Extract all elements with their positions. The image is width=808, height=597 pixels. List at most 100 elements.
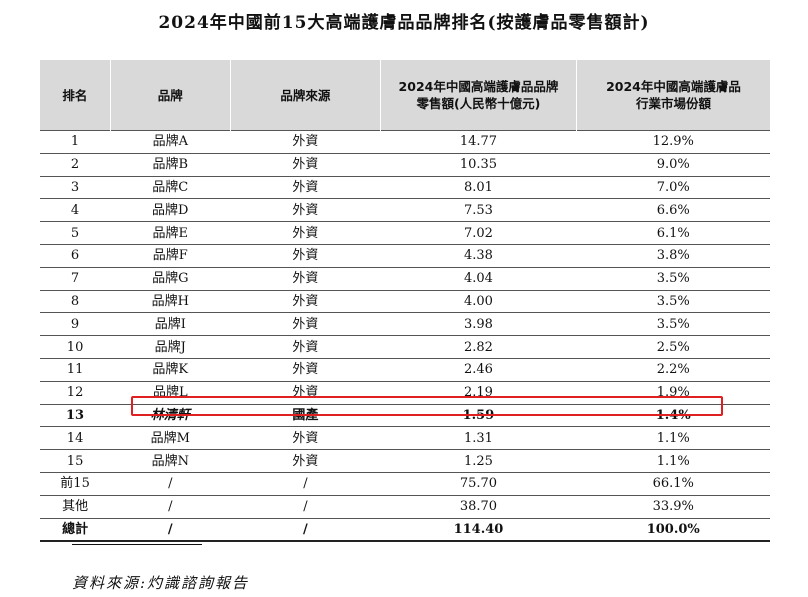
cell-brand: 品牌K bbox=[110, 358, 230, 381]
cell-brand: 品牌H bbox=[110, 290, 230, 313]
cell-sales: 114.40 bbox=[380, 518, 576, 541]
table-row: 1 品牌A 外資 14.77 12.9% bbox=[40, 131, 770, 154]
cell-sales: 7.53 bbox=[380, 199, 576, 222]
cell-sales: 38.70 bbox=[380, 495, 576, 518]
cell-rank: 總計 bbox=[40, 518, 110, 541]
table-row: 11 品牌K 外資 2.46 2.2% bbox=[40, 358, 770, 381]
cell-sales: 1.31 bbox=[380, 427, 576, 450]
cell-sales: 4.04 bbox=[380, 267, 576, 290]
header-share-line1: 2024年中國高端護膚品 bbox=[577, 78, 770, 95]
cell-sales: 3.98 bbox=[380, 313, 576, 336]
cell-brand: 品牌A bbox=[110, 131, 230, 154]
table-row: 10 品牌J 外資 2.82 2.5% bbox=[40, 336, 770, 359]
cell-rank: 9 bbox=[40, 313, 110, 336]
cell-origin: 外資 bbox=[230, 176, 380, 199]
cell-brand: 品牌I bbox=[110, 313, 230, 336]
cell-rank: 6 bbox=[40, 244, 110, 267]
table-row: 7 品牌G 外資 4.04 3.5% bbox=[40, 267, 770, 290]
cell-brand: 品牌B bbox=[110, 153, 230, 176]
cell-origin: 外資 bbox=[230, 358, 380, 381]
cell-share: 6.1% bbox=[576, 222, 770, 245]
cell-brand: 品牌M bbox=[110, 427, 230, 450]
table-row: 3 品牌C 外資 8.01 7.0% bbox=[40, 176, 770, 199]
summary-row: 前15//75.70 66.1% bbox=[40, 472, 770, 495]
header-share: 2024年中國高端護膚品 行業市場份額 bbox=[576, 60, 770, 131]
cell-origin: / bbox=[230, 495, 380, 518]
summary-row: 其他 //38.70 33.9% bbox=[40, 495, 770, 518]
cell-rank: 3 bbox=[40, 176, 110, 199]
header-origin: 品牌來源 bbox=[230, 60, 380, 131]
header-share-line2: 行業市場份額 bbox=[577, 95, 770, 112]
cell-rank: 1 bbox=[40, 131, 110, 154]
footnote-rule bbox=[72, 544, 202, 545]
cell-origin: 外資 bbox=[230, 427, 380, 450]
cell-share: 33.9% bbox=[576, 495, 770, 518]
cell-share: 1.1% bbox=[576, 450, 770, 473]
cell-origin: 外資 bbox=[230, 450, 380, 473]
table-row: 9 品牌I 外資 3.98 3.5% bbox=[40, 313, 770, 336]
cell-sales: 4.00 bbox=[380, 290, 576, 313]
cell-origin: 外資 bbox=[230, 131, 380, 154]
header-sales-line1: 2024年中國高端護膚品品牌 bbox=[381, 78, 576, 95]
cell-brand: 品牌J bbox=[110, 336, 230, 359]
cell-brand: / bbox=[110, 518, 230, 541]
cell-origin: 外資 bbox=[230, 153, 380, 176]
cell-share: 3.5% bbox=[576, 313, 770, 336]
cell-rank: 8 bbox=[40, 290, 110, 313]
cell-share: 100.0% bbox=[576, 518, 770, 541]
table-row: 5 品牌E 外資 7.02 6.1% bbox=[40, 222, 770, 245]
cell-share: 2.5% bbox=[576, 336, 770, 359]
highlight-box bbox=[131, 396, 723, 416]
cell-rank: 10 bbox=[40, 336, 110, 359]
cell-origin: 外資 bbox=[230, 290, 380, 313]
cell-origin: 外資 bbox=[230, 313, 380, 336]
cell-share: 7.0% bbox=[576, 176, 770, 199]
cell-share: 3.5% bbox=[576, 290, 770, 313]
header-sales: 2024年中國高端護膚品品牌 零售額(人民幣十億元) bbox=[380, 60, 576, 131]
cell-brand: 品牌E bbox=[110, 222, 230, 245]
cell-share: 3.5% bbox=[576, 267, 770, 290]
cell-rank: 14 bbox=[40, 427, 110, 450]
cell-rank: 11 bbox=[40, 358, 110, 381]
cell-share: 9.0% bbox=[576, 153, 770, 176]
cell-share: 1.1% bbox=[576, 427, 770, 450]
cell-sales: 75.70 bbox=[380, 472, 576, 495]
cell-rank: 前15 bbox=[40, 472, 110, 495]
cell-brand: / bbox=[110, 472, 230, 495]
cell-brand: / bbox=[110, 495, 230, 518]
cell-origin: 外資 bbox=[230, 222, 380, 245]
header-sales-line2: 零售額(人民幣十億元) bbox=[381, 95, 576, 112]
cell-origin: 外資 bbox=[230, 199, 380, 222]
table-row: 8 品牌H 外資 4.00 3.5% bbox=[40, 290, 770, 313]
cell-rank: 13 bbox=[40, 404, 110, 427]
cell-brand: 品牌C bbox=[110, 176, 230, 199]
header-brand: 品牌 bbox=[110, 60, 230, 131]
cell-sales: 1.25 bbox=[380, 450, 576, 473]
cell-share: 6.6% bbox=[576, 199, 770, 222]
cell-rank: 15 bbox=[40, 450, 110, 473]
source-note: 資料來源:灼識諮詢報告 bbox=[72, 572, 249, 593]
cell-brand: 品牌D bbox=[110, 199, 230, 222]
header-rank: 排名 bbox=[40, 60, 110, 131]
cell-share: 66.1% bbox=[576, 472, 770, 495]
cell-share: 2.2% bbox=[576, 358, 770, 381]
cell-origin: / bbox=[230, 518, 380, 541]
cell-sales: 2.82 bbox=[380, 336, 576, 359]
cell-brand: 品牌F bbox=[110, 244, 230, 267]
cell-share: 12.9% bbox=[576, 131, 770, 154]
table-header-row: 排名 品牌 品牌來源 2024年中國高端護膚品品牌 零售額(人民幣十億元) 20… bbox=[40, 60, 770, 131]
cell-sales: 4.38 bbox=[380, 244, 576, 267]
table-row: 6 品牌F 外資 4.38 3.8% bbox=[40, 244, 770, 267]
cell-sales: 10.35 bbox=[380, 153, 576, 176]
table-row: 15 品牌N 外資 1.25 1.1% bbox=[40, 450, 770, 473]
cell-sales: 8.01 bbox=[380, 176, 576, 199]
summary-row: 總計 //114.40 100.0% bbox=[40, 518, 770, 541]
cell-origin: 外資 bbox=[230, 336, 380, 359]
cell-origin: 外資 bbox=[230, 267, 380, 290]
cell-brand: 品牌N bbox=[110, 450, 230, 473]
cell-rank: 其他 bbox=[40, 495, 110, 518]
cell-brand: 品牌G bbox=[110, 267, 230, 290]
cell-rank: 12 bbox=[40, 381, 110, 404]
table-row: 14 品牌M 外資 1.31 1.1% bbox=[40, 427, 770, 450]
cell-rank: 5 bbox=[40, 222, 110, 245]
